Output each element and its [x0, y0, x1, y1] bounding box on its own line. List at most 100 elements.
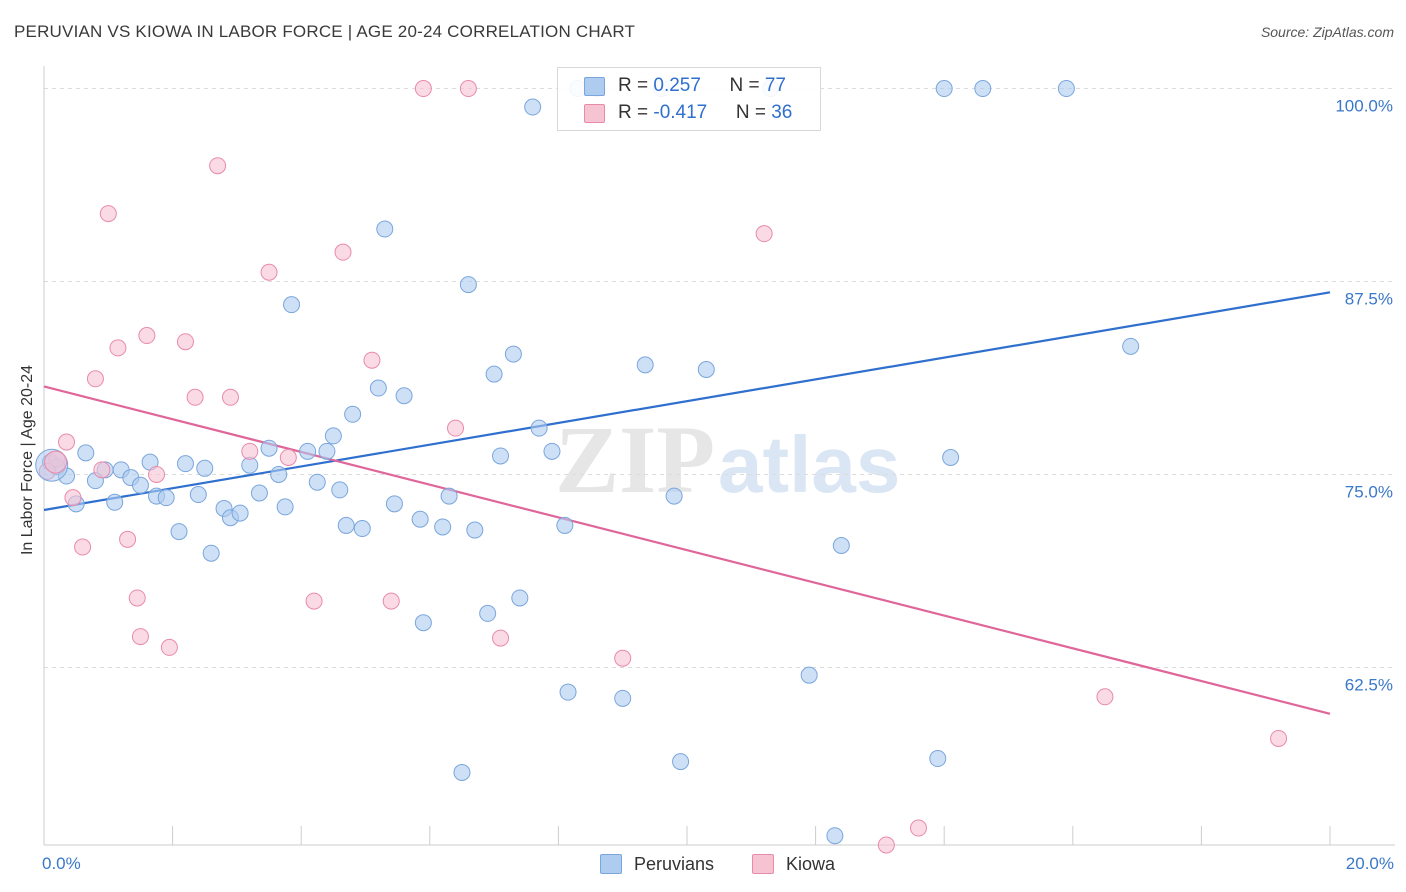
kiowa-point [221, 388, 239, 406]
legend-n-value: 77 [764, 75, 786, 96]
peruvians-trend-line [43, 291, 1331, 512]
peruvians-point [331, 481, 349, 499]
kiowa-point [128, 589, 146, 607]
peruvians-point [524, 98, 542, 116]
data-points [35, 80, 1288, 854]
peruvians-point [1057, 80, 1075, 98]
kiowa-point [119, 530, 137, 548]
legend-r-value: 0.257 [653, 75, 701, 96]
kiowa-trend-line [43, 385, 1331, 715]
peruvians-point [231, 504, 249, 522]
peruvians-point [530, 419, 548, 437]
peruvians-point [800, 666, 818, 684]
peruvians-swatch [584, 77, 605, 96]
peruvians-point [318, 442, 336, 460]
kiowa-point [58, 433, 76, 451]
x-tick-label: 0.0% [42, 854, 81, 873]
peruvians-point [466, 521, 484, 539]
peruvians-point [337, 516, 355, 534]
kiowa-point [44, 450, 68, 474]
kiowa-point [176, 333, 194, 351]
peruvians-legend-label: Peruvians [634, 854, 715, 874]
kiowa-point [64, 489, 82, 507]
axes [43, 66, 1395, 846]
kiowa-point [1270, 729, 1288, 747]
kiowa-point [148, 465, 166, 483]
watermark-atlas: atlas [718, 420, 900, 509]
kiowa-point [260, 263, 278, 281]
peruvians-point [434, 518, 452, 536]
kiowa-point [755, 225, 773, 243]
kiowa-point [459, 80, 477, 98]
watermark: ZIP atlas [555, 406, 900, 513]
peruvians-point [250, 484, 268, 502]
legend-n-label: N = [729, 75, 765, 96]
kiowa-point [414, 80, 432, 98]
kiowa-point [241, 442, 259, 460]
peruvians-point [202, 544, 220, 562]
kiowa-legend-label: Kiowa [786, 854, 836, 874]
peruvians-point [308, 473, 326, 491]
peruvians-point [832, 536, 850, 554]
kiowa-point [909, 819, 927, 837]
trend-lines [43, 291, 1331, 715]
peruvians-legend-swatch [600, 854, 622, 874]
peruvians-point [299, 442, 317, 460]
y-tick-label: 62.5% [1345, 675, 1393, 694]
peruvians-point [453, 763, 471, 781]
peruvians-point [283, 296, 301, 314]
watermark-zip: ZIP [555, 406, 715, 513]
peruvians-point [270, 465, 288, 483]
correlation-legend: R = 0.257 N = 77 R = -0.417 N = 36 [557, 67, 821, 131]
kiowa-point [109, 339, 127, 357]
peruvians-point [196, 459, 214, 477]
peruvians-point [929, 750, 947, 768]
chart-title: PERUVIAN VS KIOWA IN LABOR FORCE | AGE 2… [14, 22, 636, 41]
legend-n-value: 36 [771, 102, 793, 123]
peruvians-point [276, 498, 294, 516]
kiowa-point [363, 351, 381, 369]
kiowa-point [93, 461, 111, 479]
peruvians-point [559, 683, 577, 701]
peruvians-point [636, 356, 654, 374]
kiowa-point [492, 629, 510, 647]
peruvians-point [672, 753, 690, 771]
peruvians-point [170, 523, 188, 541]
peruvians-point [395, 387, 413, 405]
grid-lines [44, 88, 1395, 668]
legend-n-label: N = [735, 102, 772, 123]
peruvians-point [131, 476, 149, 494]
peruvians-point [1122, 337, 1140, 355]
peruvians-point [556, 516, 574, 534]
kiowa-point [74, 538, 92, 556]
kiowa-point [186, 388, 204, 406]
kiowa-point [99, 205, 117, 223]
peruvians-point [665, 487, 683, 505]
peruvians-point [440, 487, 458, 505]
kiowa-point [209, 157, 227, 175]
peruvians-point [935, 80, 953, 98]
legend-r-label: R = [618, 102, 654, 123]
x-tick-label: 20.0% [1346, 854, 1394, 873]
peruvians-point [511, 589, 529, 607]
peruvians-point [411, 510, 429, 528]
peruvians-point [974, 80, 992, 98]
kiowa-point [305, 592, 323, 610]
peruvians-point [479, 604, 497, 622]
kiowa-point [279, 449, 297, 466]
kiowa-swatch [584, 104, 605, 123]
kiowa-point [1096, 688, 1114, 706]
peruvians-point [492, 447, 510, 465]
kiowa-point [447, 419, 465, 437]
peruvians-point [414, 614, 432, 632]
kiowa-point [382, 592, 400, 610]
peruvians-point [826, 827, 844, 845]
kiowa-point [334, 243, 352, 261]
peruvians-point [176, 455, 194, 473]
chart-source: Source: ZipAtlas.com [1260, 24, 1394, 40]
peruvians-point [324, 427, 342, 445]
kiowa-point [138, 327, 156, 345]
legend-r-label: R = [618, 75, 654, 96]
peruvians-point [697, 361, 715, 379]
